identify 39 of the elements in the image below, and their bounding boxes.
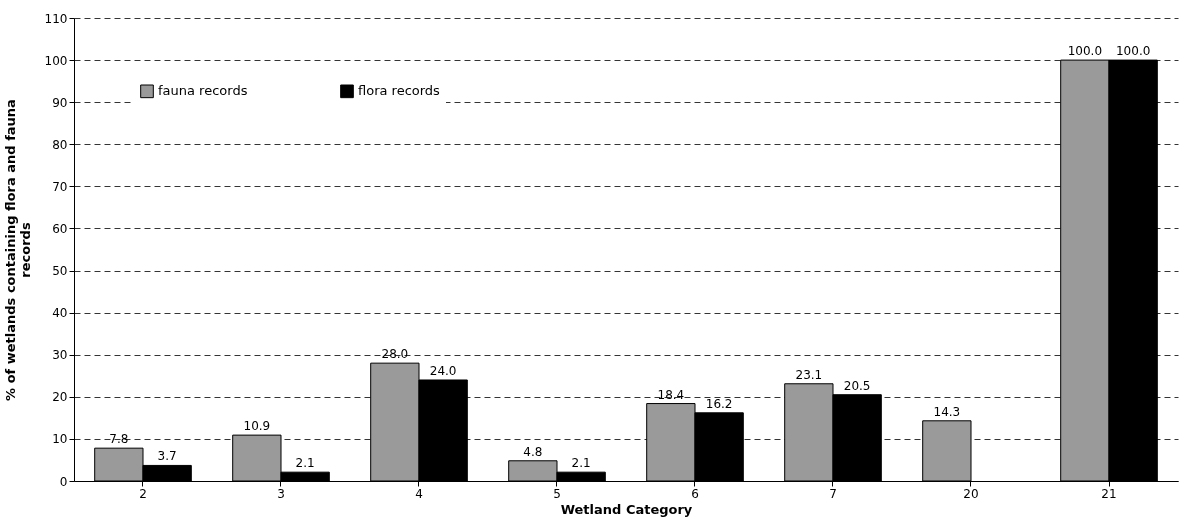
data-label: 20.5	[843, 378, 871, 393]
x-tick-label: 20	[963, 486, 979, 501]
y-tick-label: 90	[52, 95, 68, 110]
data-label: 100.0	[1115, 44, 1151, 59]
x-tick-label: 6	[691, 486, 699, 501]
x-tick-label: 5	[553, 486, 561, 501]
y-tick-label: 10	[52, 432, 68, 447]
y-tick-label: 80	[52, 137, 68, 152]
legend-label: fauna records	[158, 83, 248, 99]
data-label: 4.8	[523, 444, 543, 459]
x-tick-label: 4	[415, 486, 423, 501]
data-label: 7.8	[109, 432, 129, 447]
x-tick-label: 2	[139, 486, 147, 501]
data-label: 10.9	[243, 419, 271, 434]
y-tick-label: 30	[52, 348, 68, 363]
x-tick-label: 7	[829, 486, 837, 501]
y-tick-label: 0	[59, 474, 68, 489]
y-tick-label: 110	[44, 11, 68, 26]
x-tick-label: 3	[277, 486, 285, 501]
data-label: 23.1	[795, 367, 823, 382]
y-axis-title: % of wetlands containing flora and fauna records	[2, 99, 33, 401]
y-tick-label: 70	[52, 179, 68, 194]
x-axis-title: Wetland Category	[560, 501, 693, 517]
y-tick-label: 40	[52, 306, 68, 321]
data-label: 100.0	[1067, 44, 1103, 59]
data-label: 14.3	[933, 404, 961, 419]
y-tick-label: 50	[52, 264, 68, 279]
y-tick-label: 60	[52, 221, 68, 236]
y-tick-label: 20	[52, 390, 68, 405]
data-label: 28.0	[381, 347, 409, 362]
y-tick-label: 100	[44, 53, 68, 68]
data-label: 16.2	[705, 396, 733, 411]
data-label: 24.0	[429, 363, 457, 378]
data-label: 18.4	[657, 387, 685, 402]
data-label: 3.7	[157, 449, 177, 464]
data-label: 2.1	[571, 456, 591, 471]
x-tick-label: 21	[1101, 486, 1117, 501]
data-label: 2.1	[295, 456, 315, 471]
legend-label: flora records	[358, 83, 441, 99]
